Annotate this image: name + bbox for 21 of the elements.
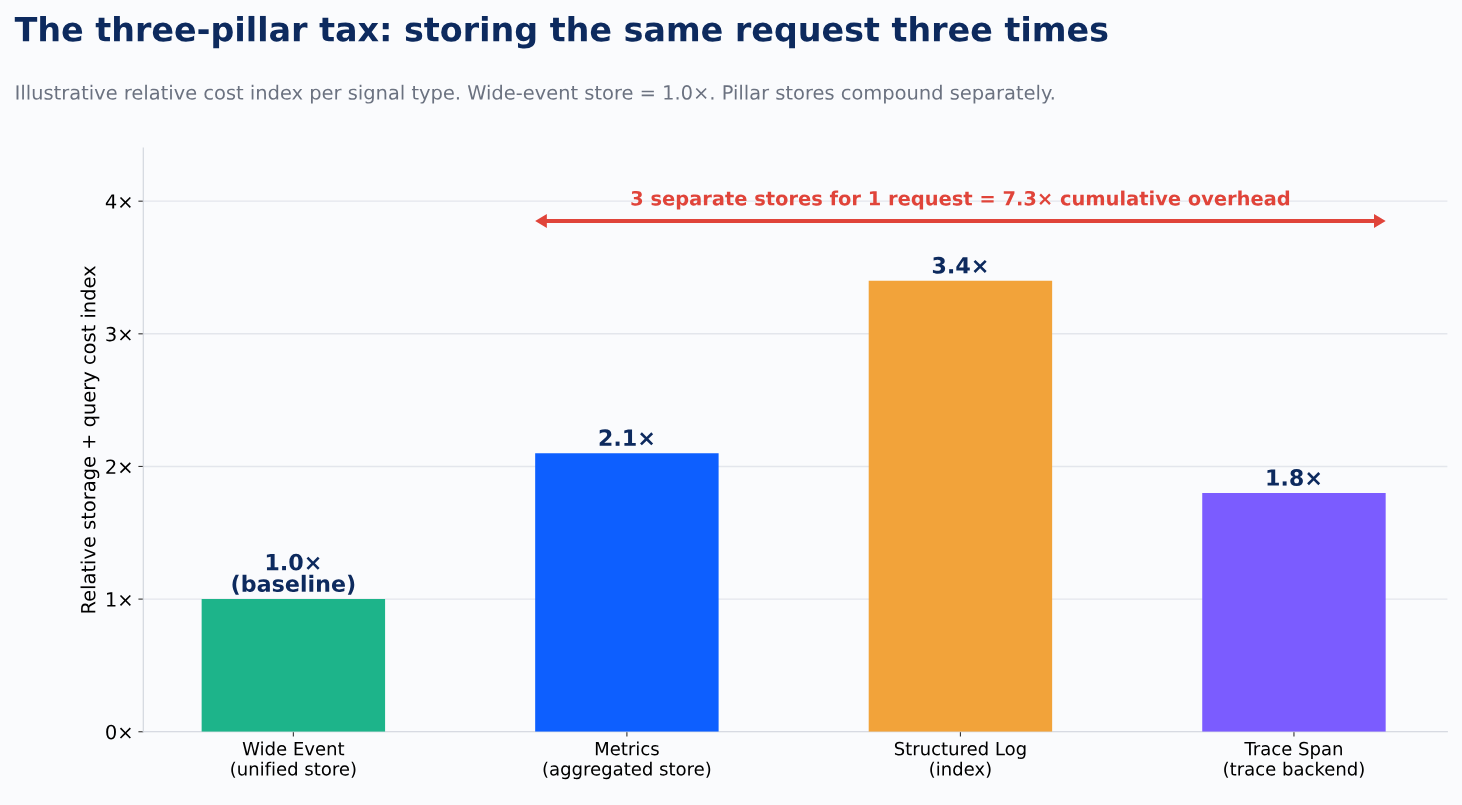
x-tick-label: Structured Log (index) — [894, 741, 1026, 778]
data-label: 1.0× (baseline) — [232, 553, 355, 595]
chart-title: The three-pillar tax: storing the same request three times — [14, 15, 1108, 49]
y-tick-label: 4× — [105, 194, 131, 209]
bar — [1202, 492, 1386, 732]
x-tick-label: Metrics (aggregated store) — [543, 741, 711, 780]
bar — [201, 599, 386, 732]
y-axis-title: Relative storage + query cost index — [80, 266, 100, 613]
bar — [868, 280, 1053, 732]
y-tick-label: 0× — [106, 724, 131, 740]
y-tick-label: 1× — [107, 592, 131, 607]
data-label: 1.8× — [1267, 469, 1321, 486]
data-label: 3.4× — [932, 256, 987, 274]
y-tick-label: 3× — [106, 326, 131, 342]
x-tick-label: Trace Span (trace backend) — [1224, 741, 1364, 778]
x-tick-label: Wide Event (unified store) — [231, 741, 356, 778]
annotation: 3 separate stores for 1 request = 7.3× cumulative overhead — [631, 190, 1290, 210]
data-label: 2.1× — [599, 429, 654, 446]
bar — [535, 453, 719, 732]
chart-subtitle: Illustrative relative cost index per signal type. Wide-event store = 1.0×. Pillar stores compound separately. — [16, 84, 1054, 104]
y-tick-label: 2× — [106, 459, 131, 474]
